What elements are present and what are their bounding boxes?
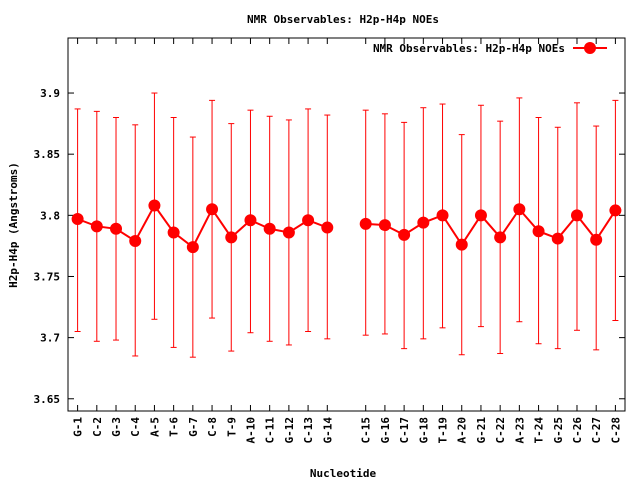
x-axis: G-1 C-2 G-3 C-4 A-5 T-6 G-7 C-8 T-9 A-10 C-11 G-12 C… [72,38,622,444]
data-point [436,209,449,222]
x-tick-label: A-10 [244,417,257,444]
y-tick-label: 3.9 [40,87,60,100]
x-tick-label: G-7 [187,417,200,437]
x-tick-label: G-3 [110,417,123,437]
data-point [417,216,430,229]
data-point [302,214,315,227]
x-tick-label: A-5 [148,417,161,437]
y-axis: 3.65 3.7 3.75 3.8 3.85 3.9 [34,87,625,406]
x-tick-label: G-14 [321,417,334,444]
x-tick-label: T-24 [533,417,546,444]
legend-label: NMR Observables: H2p-H4p NOEs [373,42,565,55]
data-point [455,238,468,251]
data-point [167,226,180,239]
x-tick-label: C-26 [571,417,584,444]
x-tick-label: C-13 [302,417,315,444]
data-point [513,203,526,216]
x-tick-label: C-15 [360,417,373,444]
data-point [570,209,583,222]
x-tick-label: G-1 [72,417,85,437]
x-tick-label: T-6 [168,417,181,437]
error-bars [74,92,619,358]
x-tick-label: G-21 [475,417,488,444]
y-tick-label: 3.85 [34,148,61,161]
data-point [225,231,238,244]
data-point [186,241,199,254]
x-tick-label: C-22 [494,417,507,444]
data-point [282,226,295,239]
x-tick-label: C-27 [590,417,603,444]
legend: NMR Observables: H2p-H4p NOEs [373,42,607,55]
data-point [321,221,334,234]
x-tick-label: C-17 [398,417,411,444]
y-tick-label: 3.8 [40,209,60,222]
series-line [77,203,617,249]
data-point [609,204,622,217]
x-tick-label: A-23 [513,417,526,444]
data-point [590,233,603,246]
data-point [244,214,257,227]
x-tick-label: T-9 [225,417,238,437]
x-tick-label: C-28 [609,417,622,444]
data-point [551,232,564,245]
data-point [129,235,142,248]
data-point [359,217,372,230]
data-point [474,209,487,222]
y-tick-label: 3.75 [34,270,61,283]
y-axis-label: H2p-H4p (Angstroms) [7,162,20,288]
plot-frame [67,37,626,412]
legend-marker [584,42,596,54]
data-point [71,212,84,225]
x-tick-label: T-19 [437,417,450,444]
x-tick-label: G-25 [552,417,565,444]
y-tick-label: 3.7 [40,332,60,345]
data-point [494,231,507,244]
data-point [90,220,103,233]
series-markers [71,199,622,254]
x-tick-label: G-12 [283,417,296,444]
data-point [398,228,411,241]
data-point [532,225,545,238]
data-point [148,199,161,212]
x-tick-label: C-11 [264,417,277,444]
data-point [378,219,391,232]
chart-title: NMR Observables: H2p-H4p NOEs [247,13,439,26]
data-point [110,222,123,235]
x-tick-label: G-16 [379,417,392,444]
x-tick-label: G-18 [417,417,430,444]
data-point [206,203,219,216]
x-tick-label: C-8 [206,417,219,437]
x-tick-label: C-2 [91,417,104,437]
x-axis-label: Nucleotide [310,467,377,480]
x-tick-label: C-4 [129,417,142,437]
x-tick-label: A-20 [456,417,469,444]
data-point [263,222,276,235]
y-tick-label: 3.65 [34,393,61,406]
